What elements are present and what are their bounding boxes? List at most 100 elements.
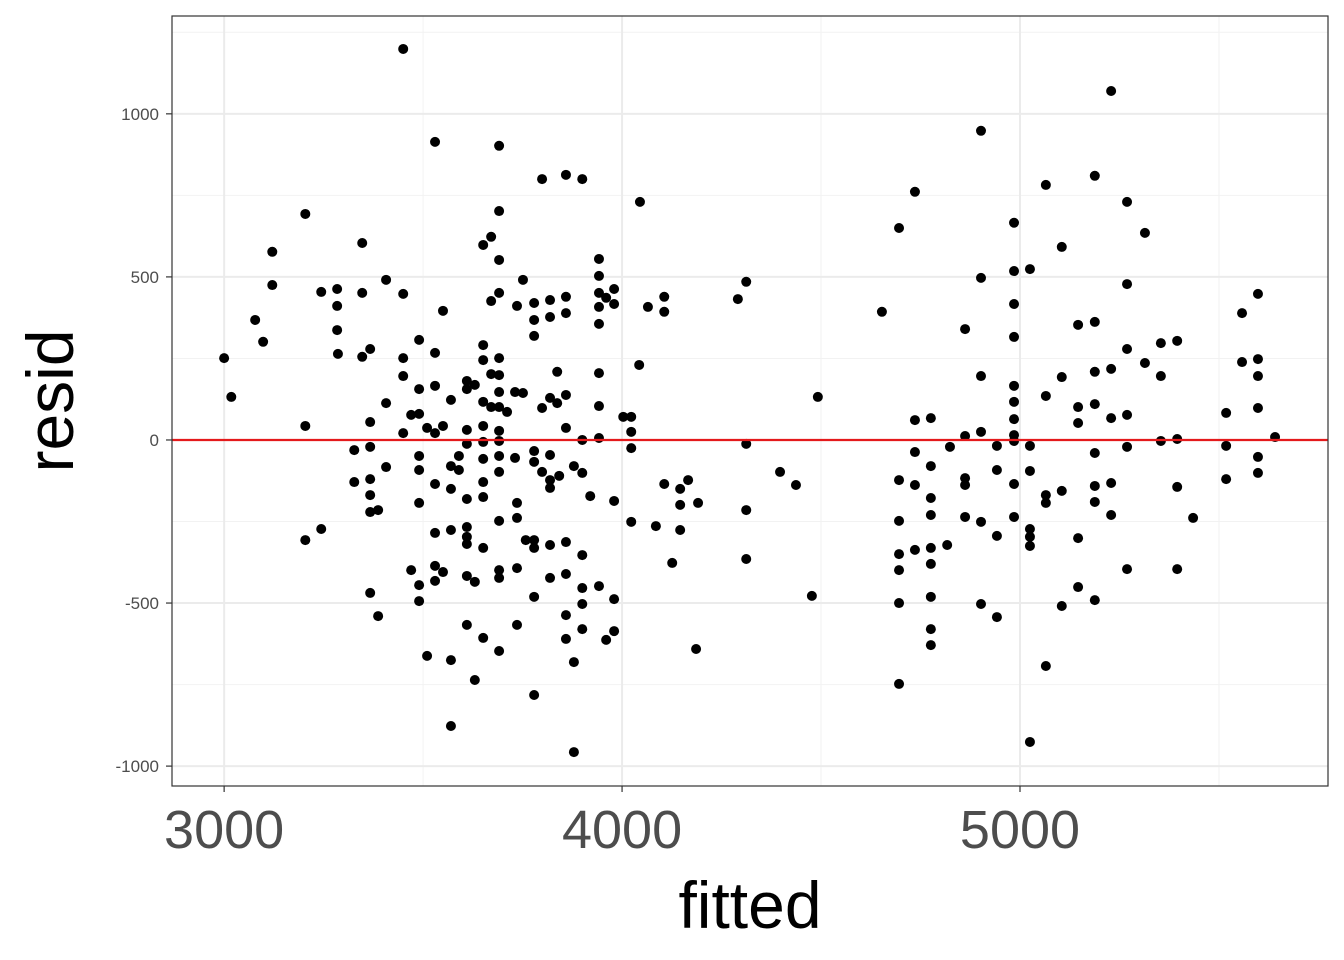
x-axis: 3000 4000 5000 bbox=[164, 786, 1080, 860]
data-point bbox=[593, 301, 604, 312]
data-point bbox=[469, 379, 480, 390]
data-point bbox=[300, 535, 311, 546]
data-point bbox=[593, 401, 604, 412]
data-point bbox=[1040, 179, 1051, 190]
data-point bbox=[1024, 440, 1035, 451]
y-axis-title: resid bbox=[13, 329, 87, 472]
y-tick-label: -500 bbox=[125, 594, 159, 613]
data-point bbox=[545, 392, 556, 403]
data-point bbox=[545, 449, 556, 460]
data-point bbox=[806, 590, 817, 601]
x-tick-label: 4000 bbox=[562, 800, 682, 860]
data-point bbox=[642, 301, 653, 312]
data-point bbox=[560, 422, 571, 433]
data-point bbox=[1252, 467, 1263, 478]
data-point bbox=[453, 464, 464, 475]
data-point bbox=[461, 384, 472, 395]
data-point bbox=[357, 287, 368, 298]
data-point bbox=[909, 544, 920, 555]
data-point bbox=[510, 452, 521, 463]
data-point bbox=[554, 470, 565, 481]
data-point bbox=[1073, 418, 1084, 429]
data-point bbox=[626, 411, 637, 422]
data-point bbox=[365, 343, 376, 354]
data-point bbox=[414, 334, 425, 345]
data-point bbox=[609, 495, 620, 506]
data-point bbox=[1172, 564, 1183, 575]
data-point bbox=[461, 522, 472, 533]
data-point bbox=[349, 445, 360, 456]
data-point bbox=[537, 466, 548, 477]
data-point bbox=[381, 462, 392, 473]
data-point bbox=[478, 355, 489, 366]
data-point bbox=[1009, 414, 1020, 425]
data-point bbox=[560, 308, 571, 319]
y-tick-label: -1000 bbox=[116, 757, 159, 776]
data-point bbox=[517, 274, 528, 285]
data-point bbox=[609, 594, 620, 605]
data-point bbox=[1089, 496, 1100, 507]
data-point bbox=[1252, 371, 1263, 382]
data-point bbox=[494, 572, 505, 583]
data-point bbox=[478, 453, 489, 464]
data-point bbox=[422, 650, 433, 661]
data-point bbox=[461, 570, 472, 581]
data-point bbox=[1106, 509, 1117, 520]
data-point bbox=[976, 516, 987, 527]
data-point bbox=[1221, 407, 1232, 418]
data-point bbox=[568, 747, 579, 758]
data-point bbox=[529, 542, 540, 553]
data-point bbox=[219, 353, 230, 364]
data-point bbox=[1089, 316, 1100, 327]
data-point bbox=[437, 305, 448, 316]
data-point bbox=[659, 306, 670, 317]
data-point bbox=[925, 509, 936, 520]
data-point bbox=[430, 428, 441, 439]
data-point bbox=[1106, 363, 1117, 374]
data-point bbox=[537, 174, 548, 185]
data-point bbox=[494, 353, 505, 364]
data-point bbox=[1106, 413, 1117, 424]
data-point bbox=[741, 505, 752, 516]
data-point bbox=[626, 516, 637, 527]
data-point bbox=[461, 494, 472, 505]
data-point bbox=[365, 587, 376, 598]
data-point bbox=[1073, 533, 1084, 544]
data-point bbox=[1024, 540, 1035, 551]
data-point bbox=[634, 359, 645, 370]
data-point bbox=[577, 583, 588, 594]
data-point bbox=[675, 524, 686, 535]
data-point bbox=[1009, 511, 1020, 522]
data-point bbox=[1172, 335, 1183, 346]
data-point bbox=[437, 420, 448, 431]
data-point bbox=[960, 431, 971, 442]
data-point bbox=[1009, 266, 1020, 277]
data-point bbox=[316, 286, 327, 297]
data-point bbox=[461, 619, 472, 630]
data-points bbox=[219, 43, 1281, 758]
data-point bbox=[1252, 451, 1263, 462]
data-point bbox=[267, 246, 278, 257]
data-point bbox=[925, 542, 936, 553]
data-point bbox=[991, 530, 1002, 541]
data-point bbox=[812, 391, 823, 402]
data-point bbox=[1155, 371, 1166, 382]
data-point bbox=[494, 370, 505, 381]
data-point bbox=[1040, 497, 1051, 508]
data-point bbox=[349, 477, 360, 488]
data-point bbox=[593, 318, 604, 329]
data-point bbox=[300, 420, 311, 431]
data-point bbox=[494, 387, 505, 398]
data-point bbox=[1056, 600, 1067, 611]
data-point bbox=[894, 222, 905, 233]
data-point bbox=[469, 576, 480, 587]
data-point bbox=[510, 387, 521, 398]
data-point bbox=[560, 389, 571, 400]
data-point bbox=[430, 560, 441, 571]
data-point bbox=[398, 353, 409, 364]
data-point bbox=[683, 475, 694, 486]
data-point bbox=[1252, 288, 1263, 299]
data-point bbox=[991, 612, 1002, 623]
data-point bbox=[250, 314, 261, 325]
data-point bbox=[537, 403, 548, 414]
